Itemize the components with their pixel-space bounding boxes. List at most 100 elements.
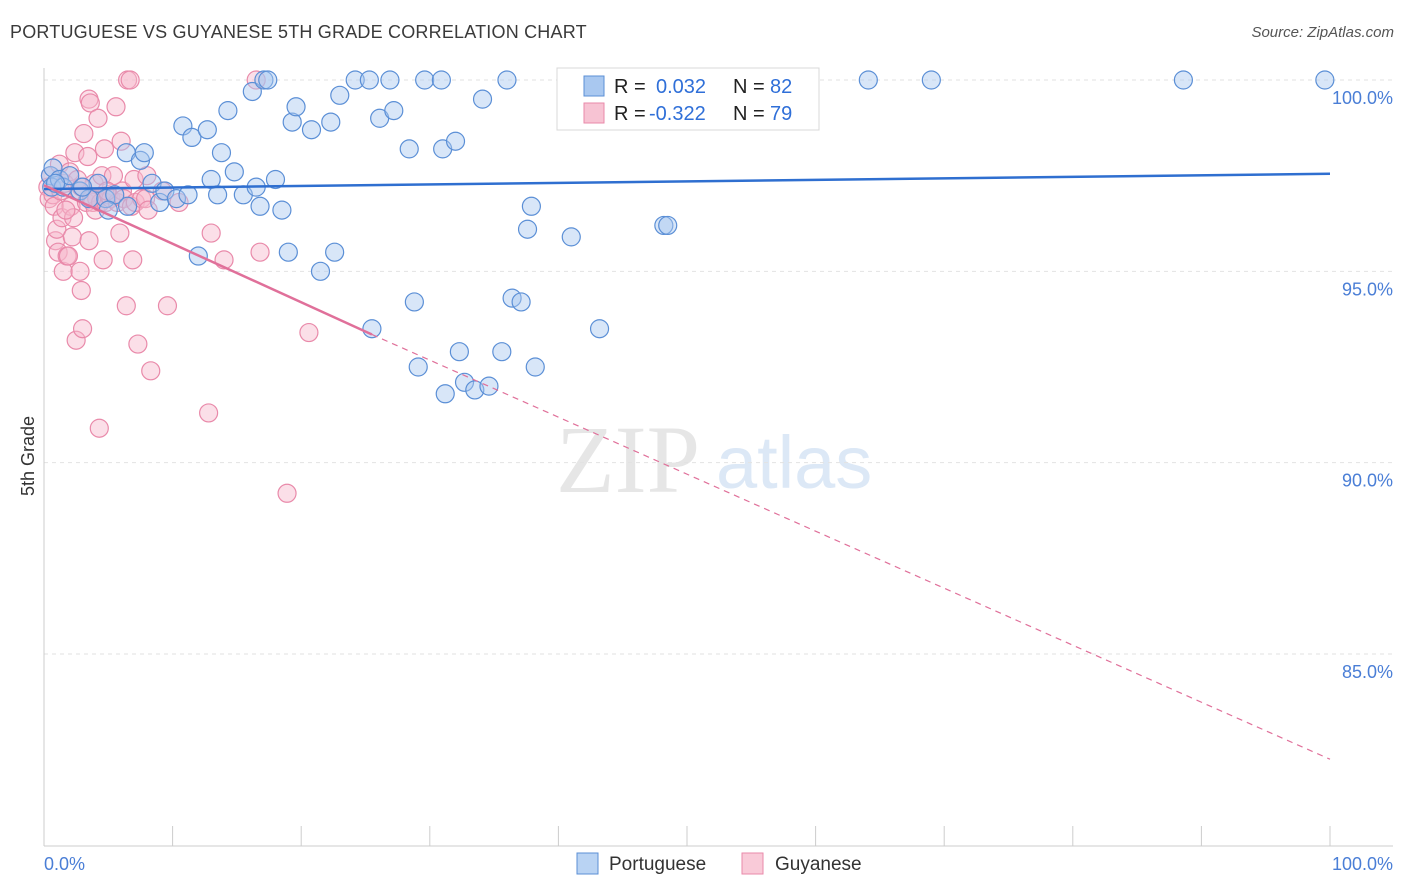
portuguese-point	[384, 101, 404, 121]
portuguese-point	[166, 189, 187, 209]
portuguese-point	[408, 357, 428, 377]
portuguese-point	[211, 143, 232, 163]
guyanese-point	[89, 418, 109, 438]
legend-r-label-guyanese: R =	[614, 103, 646, 125]
portuguese-point	[359, 70, 379, 90]
portuguese-point	[465, 380, 485, 400]
guyanese-point	[74, 123, 94, 144]
guyanese-trend-extension	[371, 333, 1331, 760]
guyanese-point	[79, 231, 99, 251]
y-axis-label: 5th Grade	[18, 416, 38, 496]
y-tick-label: 85.0%	[1342, 662, 1393, 682]
legend-r-value-portuguese: 0.032	[656, 76, 706, 98]
legend-n-label-portuguese: N =	[733, 76, 765, 98]
portuguese-point	[492, 342, 512, 362]
legend-n-value-guyanese: 79	[770, 103, 792, 125]
portuguese-point	[1173, 70, 1193, 90]
grid-lines	[44, 79, 1393, 655]
bottom-legend-label-guyanese: Guyanese	[775, 854, 862, 875]
guyanese-point	[66, 330, 86, 350]
portuguese-point	[445, 131, 466, 151]
portuguese-point	[589, 319, 610, 339]
guyanese-point	[199, 403, 219, 423]
portuguese-point	[301, 120, 322, 140]
portuguese-point	[435, 384, 455, 404]
portuguese-point	[415, 70, 435, 90]
guyanese-point	[157, 296, 178, 316]
portuguese-point	[272, 200, 292, 220]
portuguese-point	[345, 70, 365, 90]
guyanese-point	[94, 139, 115, 159]
portuguese-point	[380, 70, 400, 90]
portuguese-point	[561, 227, 581, 247]
guyanese-point	[88, 108, 108, 128]
guyanese-point	[299, 322, 319, 343]
portuguese-point	[286, 97, 306, 117]
guyanese-point	[110, 223, 130, 243]
portuguese-point	[218, 101, 238, 121]
guyanese-point	[72, 319, 93, 339]
x-tick-label-min: 0.0%	[44, 854, 85, 874]
bottom-legend-label-portuguese: Portuguese	[609, 854, 706, 875]
trend-lines	[43, 172, 1331, 760]
watermark-atlas: atlas	[716, 421, 872, 504]
y-tick-label: 100.0%	[1332, 88, 1393, 108]
guyanese-point	[65, 143, 85, 163]
portuguese-point	[325, 242, 345, 262]
portuguese-point	[525, 357, 545, 377]
guyanese-point	[111, 131, 131, 151]
chart-title: PORTUGUESE VS GUYANESE 5TH GRADE CORRELA…	[10, 22, 587, 42]
x-tick-label-max: 100.0%	[1332, 854, 1393, 874]
portuguese-point	[72, 177, 93, 197]
watermark-zip: ZIP	[556, 406, 700, 513]
portuguese-point	[517, 219, 538, 239]
portuguese-trend-line	[43, 172, 1331, 191]
portuguese-point	[454, 372, 475, 392]
y-tick-labels: 85.0% 90.0% 95.0% 100.0%	[1332, 88, 1393, 682]
portuguese-point	[258, 70, 278, 90]
legend-swatch-guyanese	[583, 102, 605, 124]
portuguese-point	[858, 70, 878, 90]
legend-swatch-portuguese	[583, 75, 605, 97]
portuguese-point	[497, 70, 517, 90]
guyanese-point	[93, 250, 113, 270]
guyanese-point	[47, 219, 67, 239]
guyanese-point	[63, 208, 84, 228]
portuguese-point	[472, 89, 493, 109]
portuguese-point	[449, 342, 469, 362]
guyanese-point	[53, 261, 73, 281]
portuguese-point	[43, 158, 63, 178]
portuguese-point	[658, 215, 678, 236]
guyanese-point	[128, 334, 148, 354]
x-tick-marks	[43, 826, 1331, 846]
guyanese-point	[70, 261, 90, 281]
guyanese-point	[56, 200, 76, 220]
guyanese-point	[71, 280, 91, 301]
portuguese-point	[404, 292, 424, 312]
guyanese-point	[138, 200, 158, 220]
portuguese-point	[310, 261, 331, 281]
portuguese-point	[921, 70, 941, 90]
bottom-legend-swatch-portuguese	[576, 852, 599, 875]
guyanese-point	[123, 250, 143, 270]
portuguese-point	[134, 143, 154, 163]
bottom-legend-swatch-guyanese	[741, 852, 764, 875]
portuguese-point	[178, 185, 198, 205]
y-tick-label: 95.0%	[1342, 279, 1393, 299]
portuguese-point	[197, 120, 217, 140]
series-legend: Portuguese Guyanese	[576, 852, 862, 875]
portuguese-point	[208, 185, 228, 205]
guyanese-point	[141, 361, 161, 381]
portuguese-point	[321, 112, 341, 132]
guyanese-point	[246, 70, 266, 90]
guyanese-point	[58, 246, 79, 266]
portuguese-point	[265, 169, 286, 190]
guyanese-point	[78, 146, 98, 167]
stats-legend: R = 0.032 N = 82 R = -0.322 N = 79	[556, 67, 820, 131]
portuguese-point	[224, 162, 244, 182]
guyanese-points	[38, 70, 319, 503]
y-tick-label: 90.0%	[1342, 471, 1393, 491]
source-credit: Source: ZipAtlas.com	[1251, 24, 1394, 41]
guyanese-point	[277, 483, 297, 503]
